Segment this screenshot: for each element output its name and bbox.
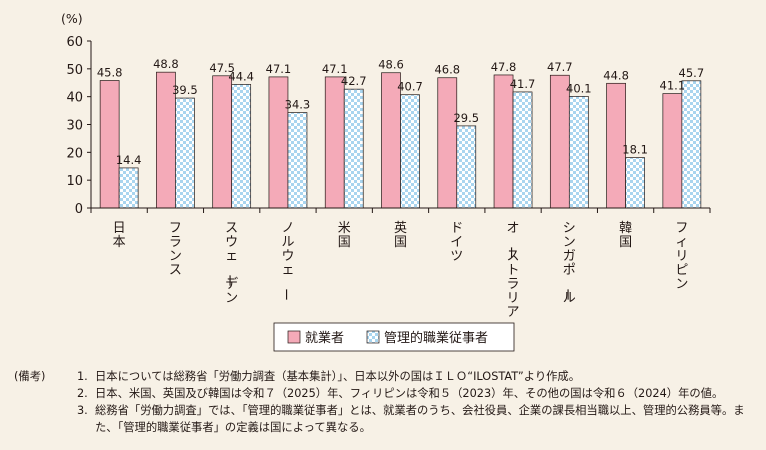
bar-managerial (175, 97, 195, 209)
data-label-employed: 47.5 (209, 61, 235, 75)
data-label-managerial: 39.5 (172, 83, 198, 97)
y-tick-label: 0 (75, 202, 83, 217)
data-label-managerial: 41.7 (510, 77, 536, 91)
data-label-employed: 48.6 (378, 58, 404, 72)
notes: (備考) 1. 日本については総務省「労働力調査（基本集計）」、日本以外の国はＩ… (14, 368, 759, 436)
note-item: 3. 総務省「労働力調査」では、「管理的職業従事者」とは、就業者のうち、会社役員… (14, 402, 759, 436)
data-label-managerial: 14.4 (116, 153, 142, 167)
bar-managerial (118, 167, 139, 209)
note-text: 日本、米国、英国及び韓国は令和７（2025）年、フィリピンは令和５（2023）年… (95, 387, 724, 400)
note-number: 1. (77, 370, 88, 383)
bar-managerial (568, 96, 589, 209)
bar-managerial (512, 91, 533, 209)
note-number: 2. (77, 387, 88, 400)
bar-chart: (%) 0 10 20 30 40 50 60 45.8 14.4 48.8 39.5 47.544.4… (61, 11, 711, 352)
legend-swatch-managerial (366, 330, 380, 344)
note-item: (備考) 1. 日本については総務省「労働力調査（基本集計）」、日本以外の国はＩ… (14, 368, 759, 385)
category-label: 日本 (113, 221, 126, 250)
legend-box (273, 322, 515, 352)
y-tick-label: 20 (66, 146, 83, 161)
data-label-managerial: 29.5 (453, 111, 479, 125)
y-tick-label: 60 (66, 35, 83, 50)
bar-managerial (343, 88, 364, 209)
y-tick-label: 40 (66, 91, 83, 106)
note-text: 総務省「労働力調査」では、「管理的職業従事者」とは、就業者のうち、会社役員、企業… (95, 404, 745, 434)
data-label-employed: 44.8 (603, 68, 629, 82)
bar-employed (437, 77, 458, 209)
note-text: 日本については総務省「労働力調査（基本集計）」、日本以外の国はＩＬＯ“ILOST… (95, 370, 581, 383)
data-label-managerial: 18.1 (622, 143, 648, 157)
y-tick-label: 10 (66, 174, 83, 189)
bar-employed (99, 80, 120, 209)
category-label: オーストラリア (503, 221, 520, 320)
data-label-managerial: 34.3 (285, 98, 311, 112)
note-item: 2. 日本、米国、英国及び韓国は令和７（2025）年、フィリピンは令和５（202… (14, 385, 759, 402)
data-label-managerial: 42.7 (341, 74, 367, 88)
data-label-employed: 47.7 (547, 60, 573, 74)
bar-managerial (287, 112, 308, 209)
notes-label: (備考) (14, 370, 46, 383)
bar-employed (493, 74, 514, 209)
category-label: 英国 (394, 221, 407, 250)
data-label-managerial: 45.7 (679, 66, 705, 80)
category-label: スウェーデン (221, 221, 238, 306)
category-label: フィリピン (675, 221, 688, 292)
data-label-managerial: 40.1 (566, 81, 592, 95)
category-label: ドイツ (450, 221, 463, 264)
legend-label-employed: 就業者 (305, 330, 344, 346)
bar-employed (662, 93, 683, 209)
category-label: フランス (169, 221, 182, 278)
bar-managerial (681, 80, 702, 209)
category-label: 米国 (338, 221, 351, 250)
data-label-employed: 41.1 (660, 79, 686, 93)
category-label: 韓国 (619, 221, 632, 250)
y-tick-label: 50 (66, 63, 83, 78)
category-label: シンガポール (559, 221, 576, 306)
data-label-employed: 47.1 (266, 62, 292, 76)
bar-managerial (625, 157, 645, 209)
legend-label-managerial: 管理的職業従事者 (384, 330, 488, 346)
category-label: ノルウェー (277, 221, 294, 301)
data-label-employed: 45.8 (97, 66, 123, 80)
data-label-managerial: 40.7 (397, 80, 423, 94)
bar-managerial (456, 125, 477, 209)
bar-employed (324, 76, 345, 209)
data-label-managerial: 44.4 (228, 69, 254, 83)
data-label-employed: 48.8 (153, 57, 179, 71)
bar-managerial (231, 84, 252, 209)
bar-employed (212, 75, 233, 209)
data-label-employed: 47.1 (322, 62, 348, 76)
data-label-employed: 46.8 (434, 63, 460, 77)
data-label-employed: 47.8 (491, 60, 517, 74)
note-number: 3. (77, 404, 88, 417)
legend-swatch-employed (287, 330, 301, 344)
bar-managerial (400, 94, 420, 209)
unit-label: (%) (61, 11, 83, 26)
y-tick-label: 30 (66, 119, 83, 134)
